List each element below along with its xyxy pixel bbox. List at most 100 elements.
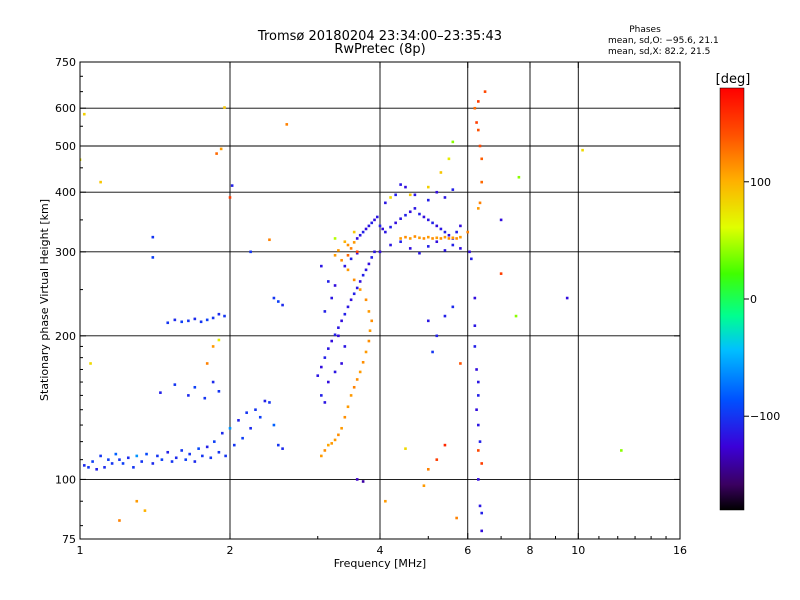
data-point [232, 443, 236, 447]
data-point [389, 196, 392, 199]
data-point [408, 237, 412, 240]
data-point [343, 415, 347, 419]
data-point [455, 237, 458, 240]
data-point [320, 365, 323, 369]
data-point [364, 268, 368, 272]
data-point [276, 443, 280, 447]
data-point [473, 296, 477, 300]
data-point [373, 218, 376, 222]
y-tick-label: 75 [62, 533, 76, 546]
data-point [166, 321, 170, 325]
data-point [140, 460, 144, 463]
data-point [228, 196, 232, 199]
data-point [135, 499, 139, 503]
data-point [399, 217, 402, 221]
chart-title-block: Tromsø 20180204 23:34:00–23:35:43 RwPret… [257, 29, 502, 57]
data-point [333, 284, 337, 287]
data-point [199, 320, 203, 324]
y-tick-label: 200 [55, 330, 76, 343]
data-point [443, 235, 447, 239]
data-point [330, 296, 334, 300]
data-point [330, 442, 334, 445]
data-point [373, 250, 376, 254]
data-point [349, 298, 353, 302]
data-point [173, 318, 177, 322]
data-point [211, 345, 215, 348]
data-point [187, 394, 190, 397]
data-point [187, 319, 190, 323]
data-point [114, 452, 118, 456]
data-point [451, 140, 455, 144]
data-point [159, 391, 162, 394]
data-point [455, 516, 458, 520]
data-point [343, 345, 347, 348]
data-point [418, 236, 421, 240]
data-point [151, 235, 155, 239]
data-point [110, 462, 114, 465]
data-point [249, 250, 252, 254]
data-point [483, 90, 487, 93]
data-point [151, 256, 155, 259]
data-point [389, 225, 392, 229]
data-point [340, 362, 343, 365]
data-point [237, 419, 240, 422]
data-point [370, 256, 374, 259]
data-point [480, 462, 484, 465]
data-point [211, 316, 215, 320]
data-point [413, 235, 417, 238]
data-point [368, 329, 372, 332]
data-point [355, 378, 359, 381]
data-point [399, 240, 402, 244]
data-point [180, 449, 184, 452]
data-point [272, 423, 276, 427]
data-point [188, 452, 191, 456]
phase-legend: Phases mean, sd,O: −95.6, 21.1 mean, sd,… [608, 25, 719, 57]
data-point [477, 380, 480, 384]
y-axis-label: Stationary phase Virtual Height [km] [38, 199, 51, 401]
data-point [451, 305, 455, 309]
data-point [327, 347, 330, 350]
data-point [346, 405, 350, 409]
x-tick-label: 8 [527, 544, 534, 557]
data-point [203, 396, 207, 400]
data-point [399, 183, 402, 186]
data-point [327, 443, 330, 447]
x-tick-label: 6 [464, 544, 471, 557]
x-tick-label: 16 [673, 544, 687, 557]
data-point [352, 385, 356, 389]
data-point [473, 324, 477, 328]
x-tick-label: 1 [77, 544, 84, 557]
data-point [355, 286, 359, 290]
y-tick-label: 750 [55, 56, 76, 69]
data-point [91, 460, 94, 463]
y-tick-label: 600 [55, 102, 76, 115]
data-point [443, 230, 447, 234]
data-point [404, 185, 407, 189]
data-point [166, 450, 170, 454]
data-point [514, 314, 518, 318]
data-point [499, 218, 503, 222]
data-point [249, 426, 252, 430]
data-point [80, 158, 82, 161]
data-point [394, 193, 397, 197]
data-point [82, 112, 86, 116]
x-tick-label: 2 [227, 544, 234, 557]
data-point [480, 529, 484, 533]
data-point [281, 447, 284, 450]
data-point [151, 462, 155, 465]
y-tick-label: 100 [55, 473, 76, 486]
colorbar-tick-label: 0 [750, 293, 757, 306]
data-point [451, 188, 455, 191]
data-point [201, 454, 204, 458]
data-point [323, 356, 327, 359]
data-point [268, 238, 271, 242]
data-point [346, 243, 350, 247]
data-point [480, 180, 484, 184]
data-point [451, 236, 455, 240]
data-point [435, 236, 439, 240]
data-point [197, 447, 200, 450]
data-point [333, 438, 337, 442]
data-point [333, 370, 337, 374]
data-point [413, 193, 417, 197]
data-point [173, 383, 177, 386]
